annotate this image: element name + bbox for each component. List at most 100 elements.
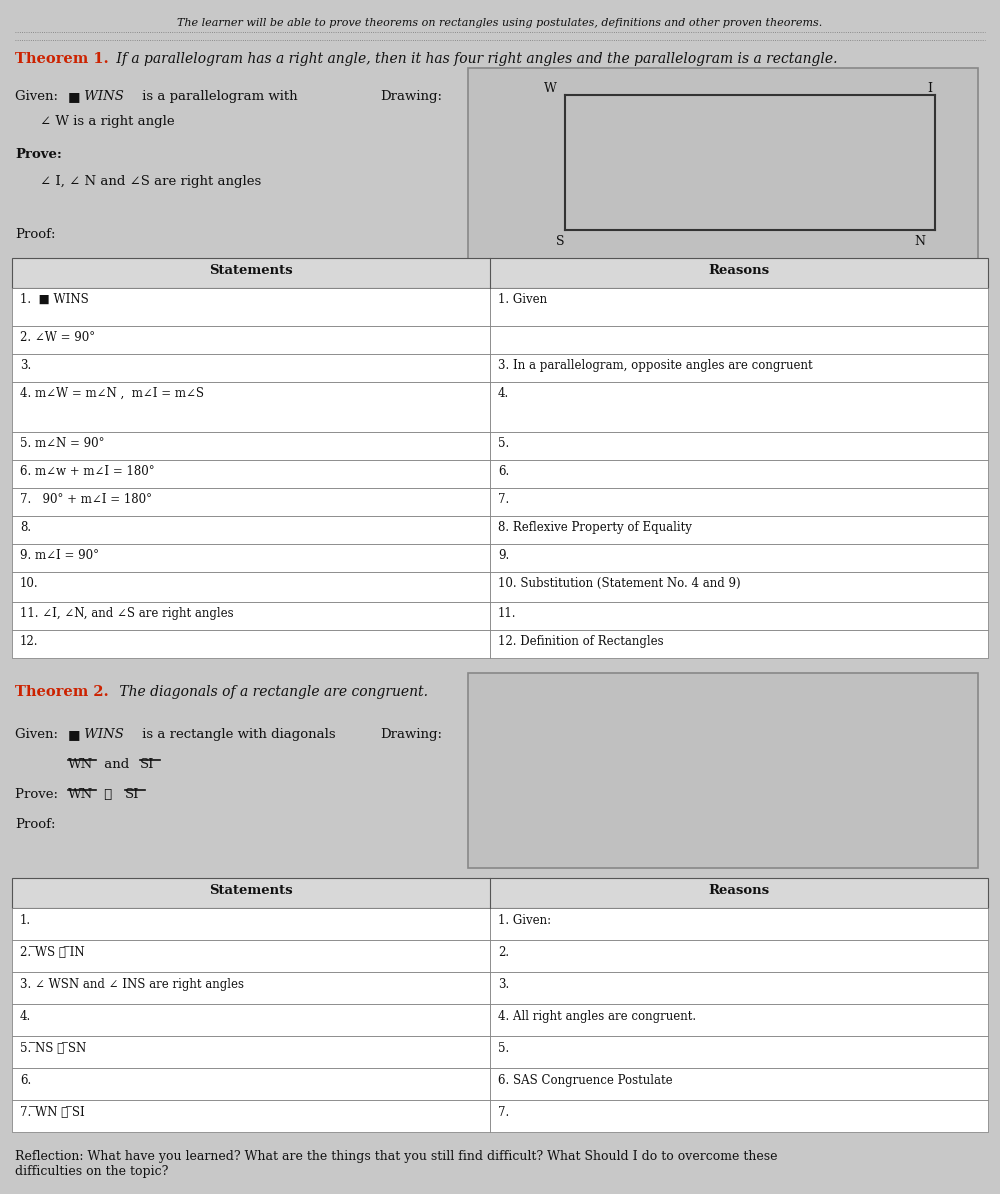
Text: Statements: Statements <box>209 264 293 277</box>
Bar <box>490 572 988 602</box>
Text: 5. ̅NS ≅ ̅SN: 5. ̅NS ≅ ̅SN <box>20 1042 86 1055</box>
Bar <box>490 382 988 432</box>
Text: The learner will be able to prove theorems on rectangles using postulates, defin: The learner will be able to prove theore… <box>177 18 823 27</box>
Bar <box>490 544 988 572</box>
Bar <box>12 382 490 432</box>
Bar <box>12 630 490 658</box>
Text: The diagonals of a rectangle are congruent.: The diagonals of a rectangle are congrue… <box>115 685 428 698</box>
Text: is a parallelogram with: is a parallelogram with <box>138 90 298 103</box>
Text: 2. ∠W = 90°: 2. ∠W = 90° <box>20 331 95 344</box>
Text: WINS: WINS <box>80 728 124 741</box>
Bar <box>490 1067 988 1100</box>
Text: I: I <box>928 82 932 96</box>
Text: ≅: ≅ <box>100 788 116 801</box>
Text: ■: ■ <box>68 90 80 103</box>
Text: 4. m∠W = m∠N ,  m∠I = m∠S: 4. m∠W = m∠N , m∠I = m∠S <box>20 387 204 400</box>
Bar <box>468 673 978 868</box>
Text: 3.: 3. <box>20 359 31 373</box>
Bar <box>12 353 490 382</box>
Bar <box>468 68 978 263</box>
Text: Reflection: What have you learned? What are the things that you still find diffi: Reflection: What have you learned? What … <box>15 1150 778 1178</box>
Text: Prove:: Prove: <box>15 148 62 161</box>
Text: Drawing:: Drawing: <box>380 90 442 103</box>
Text: ∠ I, ∠ N and ∠S are right angles: ∠ I, ∠ N and ∠S are right angles <box>40 176 261 187</box>
Text: N: N <box>914 235 926 248</box>
Bar <box>12 1036 490 1067</box>
Text: 8.: 8. <box>20 521 31 534</box>
Text: 6. m∠w + m∠I = 180°: 6. m∠w + m∠I = 180° <box>20 464 155 478</box>
Text: 10.: 10. <box>20 577 39 590</box>
Bar <box>12 940 490 972</box>
Bar <box>12 1100 490 1132</box>
Text: 4.: 4. <box>20 1010 31 1023</box>
Bar <box>12 1004 490 1036</box>
Text: 5. m∠N = 90°: 5. m∠N = 90° <box>20 437 104 450</box>
Text: 9. m∠I = 90°: 9. m∠I = 90° <box>20 549 99 562</box>
Text: is a rectangle with diagonals: is a rectangle with diagonals <box>138 728 336 741</box>
Bar <box>490 1100 988 1132</box>
Text: 4. All right angles are congruent.: 4. All right angles are congruent. <box>498 1010 696 1023</box>
Bar <box>490 972 988 1004</box>
Text: Reasons: Reasons <box>708 884 770 897</box>
Text: SI: SI <box>140 758 154 771</box>
Text: 3. In a parallelogram, opposite angles are congruent: 3. In a parallelogram, opposite angles a… <box>498 359 813 373</box>
Text: 5.: 5. <box>498 437 509 450</box>
Text: 11.: 11. <box>498 607 516 620</box>
Text: 3.: 3. <box>498 978 509 991</box>
Bar <box>490 630 988 658</box>
Text: Theorem 2.: Theorem 2. <box>15 685 109 698</box>
Bar <box>12 516 490 544</box>
Bar <box>490 326 988 353</box>
Text: 12. Definition of Rectangles: 12. Definition of Rectangles <box>498 635 664 648</box>
Bar <box>12 288 490 326</box>
Text: 7.: 7. <box>498 1106 509 1119</box>
Bar <box>490 1036 988 1067</box>
Text: ∠ W is a right angle: ∠ W is a right angle <box>40 115 175 128</box>
Text: If a parallelogram has a right angle, then it has four right angles and the para: If a parallelogram has a right angle, th… <box>112 53 838 66</box>
Text: Statements: Statements <box>209 884 293 897</box>
Text: Reasons: Reasons <box>708 264 770 277</box>
Text: 1.: 1. <box>20 913 31 927</box>
Bar <box>490 516 988 544</box>
Text: 3. ∠ WSN and ∠ INS are right angles: 3. ∠ WSN and ∠ INS are right angles <box>20 978 244 991</box>
Text: 7.   90° + m∠I = 180°: 7. 90° + m∠I = 180° <box>20 493 152 506</box>
Text: 4.: 4. <box>498 387 509 400</box>
Bar <box>12 258 988 288</box>
Text: 7. ̅WN ≅ ̅SI: 7. ̅WN ≅ ̅SI <box>20 1106 85 1119</box>
Bar <box>12 488 490 516</box>
Text: 7.: 7. <box>498 493 509 506</box>
Bar <box>12 460 490 488</box>
Text: Proof:: Proof: <box>15 228 56 241</box>
Bar <box>490 940 988 972</box>
Text: Drawing:: Drawing: <box>380 728 442 741</box>
Text: 2.: 2. <box>498 946 509 959</box>
Text: SI: SI <box>125 788 140 801</box>
Bar <box>490 488 988 516</box>
Text: Prove:: Prove: <box>15 788 62 801</box>
Text: 6.: 6. <box>498 464 509 478</box>
Bar <box>490 907 988 940</box>
Text: Proof:: Proof: <box>15 818 56 831</box>
Bar <box>12 432 490 460</box>
Text: 1.  ■ WINS: 1. ■ WINS <box>20 293 89 306</box>
Text: Given:: Given: <box>15 90 62 103</box>
Bar <box>12 972 490 1004</box>
Text: 12.: 12. <box>20 635 38 648</box>
Text: Theorem 1.: Theorem 1. <box>15 53 109 66</box>
Bar <box>12 572 490 602</box>
Text: 8. Reflexive Property of Equality: 8. Reflexive Property of Equality <box>498 521 692 534</box>
Bar <box>490 353 988 382</box>
Text: S: S <box>556 235 564 248</box>
Text: WN: WN <box>68 788 93 801</box>
Bar <box>490 460 988 488</box>
Text: 6. SAS Congruence Postulate: 6. SAS Congruence Postulate <box>498 1073 673 1087</box>
Bar <box>490 288 988 326</box>
Text: 5.: 5. <box>498 1042 509 1055</box>
Bar <box>12 602 490 630</box>
Text: WINS: WINS <box>80 90 124 103</box>
Bar <box>490 432 988 460</box>
Bar <box>12 1067 490 1100</box>
Bar <box>12 544 490 572</box>
Text: and: and <box>100 758 134 771</box>
Text: W: W <box>544 82 556 96</box>
